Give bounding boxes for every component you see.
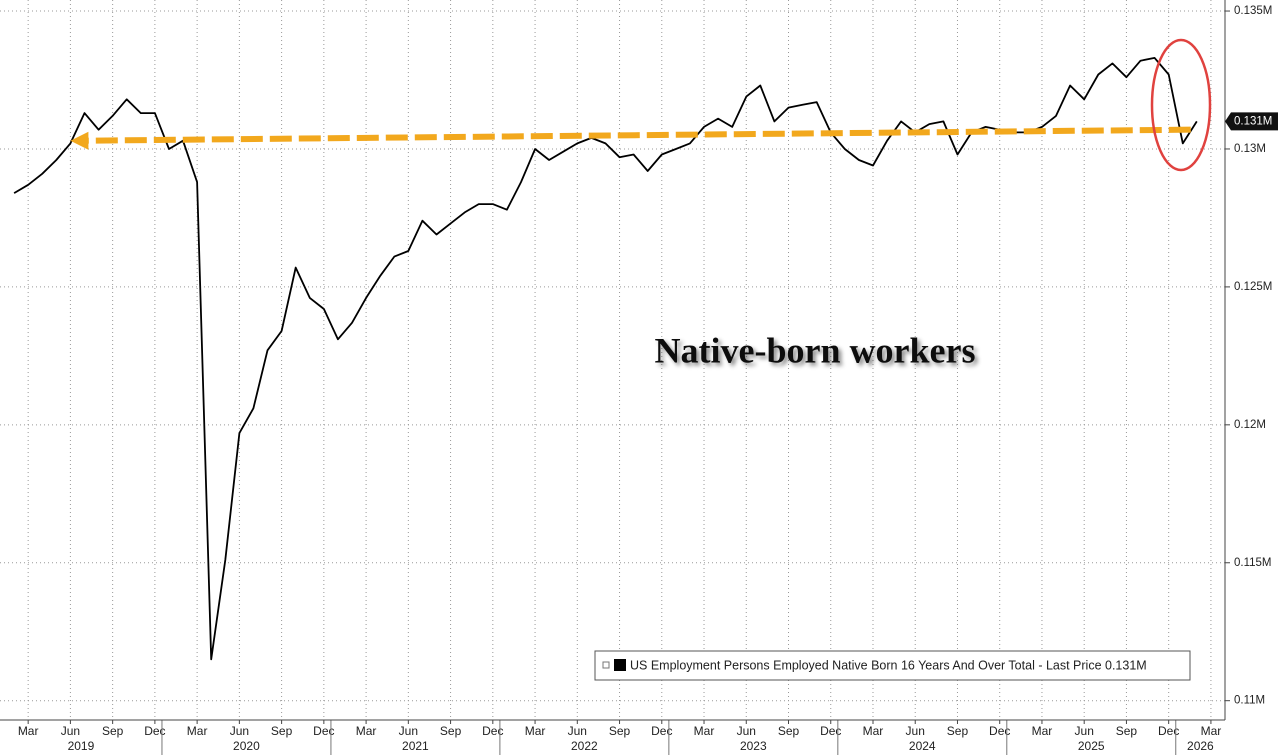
x-tick-label: Jun: [230, 724, 249, 738]
y-tick-label: 0.13M: [1234, 143, 1266, 155]
last-price-label: 0.131M: [1234, 115, 1272, 127]
y-tick-label: 0.125M: [1234, 281, 1272, 293]
y-tick-label: 0.115M: [1234, 557, 1272, 569]
legend-box: [594, 650, 1191, 681]
x-year-label: 2024: [909, 739, 936, 753]
x-tick-label: Mar: [525, 724, 546, 738]
x-tick-label: Dec: [989, 724, 1010, 738]
x-tick-label: Dec: [144, 724, 165, 738]
x-tick-label: Mar: [1032, 724, 1053, 738]
legend-toggle: [602, 661, 610, 669]
x-tick-label: Dec: [482, 724, 503, 738]
x-tick-label: Mar: [863, 724, 884, 738]
x-tick-label: Sep: [947, 724, 969, 738]
x-tick-label: Dec: [1158, 724, 1179, 738]
x-year-label: 2022: [571, 739, 598, 753]
x-tick-label: Jun: [906, 724, 925, 738]
x-year-label: 2019: [68, 739, 95, 753]
y-tick-label: 0.135M: [1234, 5, 1272, 17]
x-tick-label: Sep: [440, 724, 462, 738]
y-tick-label: 0.11M: [1234, 695, 1265, 707]
last-price-tag: [1225, 112, 1278, 131]
x-tick-label: Mar: [694, 724, 715, 738]
x-tick-label: Mar: [187, 724, 208, 738]
x-tick-label: Sep: [609, 724, 631, 738]
x-tick-label: Jun: [1075, 724, 1094, 738]
x-tick-label: Mar: [18, 724, 39, 738]
x-tick-label: Jun: [737, 724, 756, 738]
highlight-ellipse: [1150, 38, 1212, 172]
reference-arrow: [84, 126, 1191, 144]
annotation: Native-born workers: [655, 330, 976, 370]
x-tick-label: Sep: [271, 724, 293, 738]
x-year-label: 2025: [1078, 739, 1105, 753]
legend-swatch: [614, 659, 626, 671]
x-tick-label: Mar: [1201, 724, 1222, 738]
x-tick-label: Mar: [356, 724, 377, 738]
x-year-label: 2023: [740, 739, 767, 753]
x-tick-label: Dec: [820, 724, 841, 738]
x-tick-label: Jun: [399, 724, 418, 738]
x-tick-label: Dec: [651, 724, 672, 738]
y-tick-label: 0.12M: [1234, 419, 1266, 431]
x-year-label: 2026: [1187, 739, 1214, 753]
arrow-head: [70, 131, 89, 150]
x-tick-label: Sep: [778, 724, 800, 738]
x-tick-label: Dec: [313, 724, 334, 738]
x-tick-label: Jun: [568, 724, 587, 738]
x-tick-label: Sep: [102, 724, 124, 738]
legend-label: US Employment Persons Employed Native Bo…: [630, 658, 1147, 672]
x-tick-label: Jun: [61, 724, 80, 738]
x-tick-label: Sep: [1116, 724, 1138, 738]
x-year-label: 2021: [402, 739, 429, 753]
x-year-label: 2020: [233, 739, 260, 753]
